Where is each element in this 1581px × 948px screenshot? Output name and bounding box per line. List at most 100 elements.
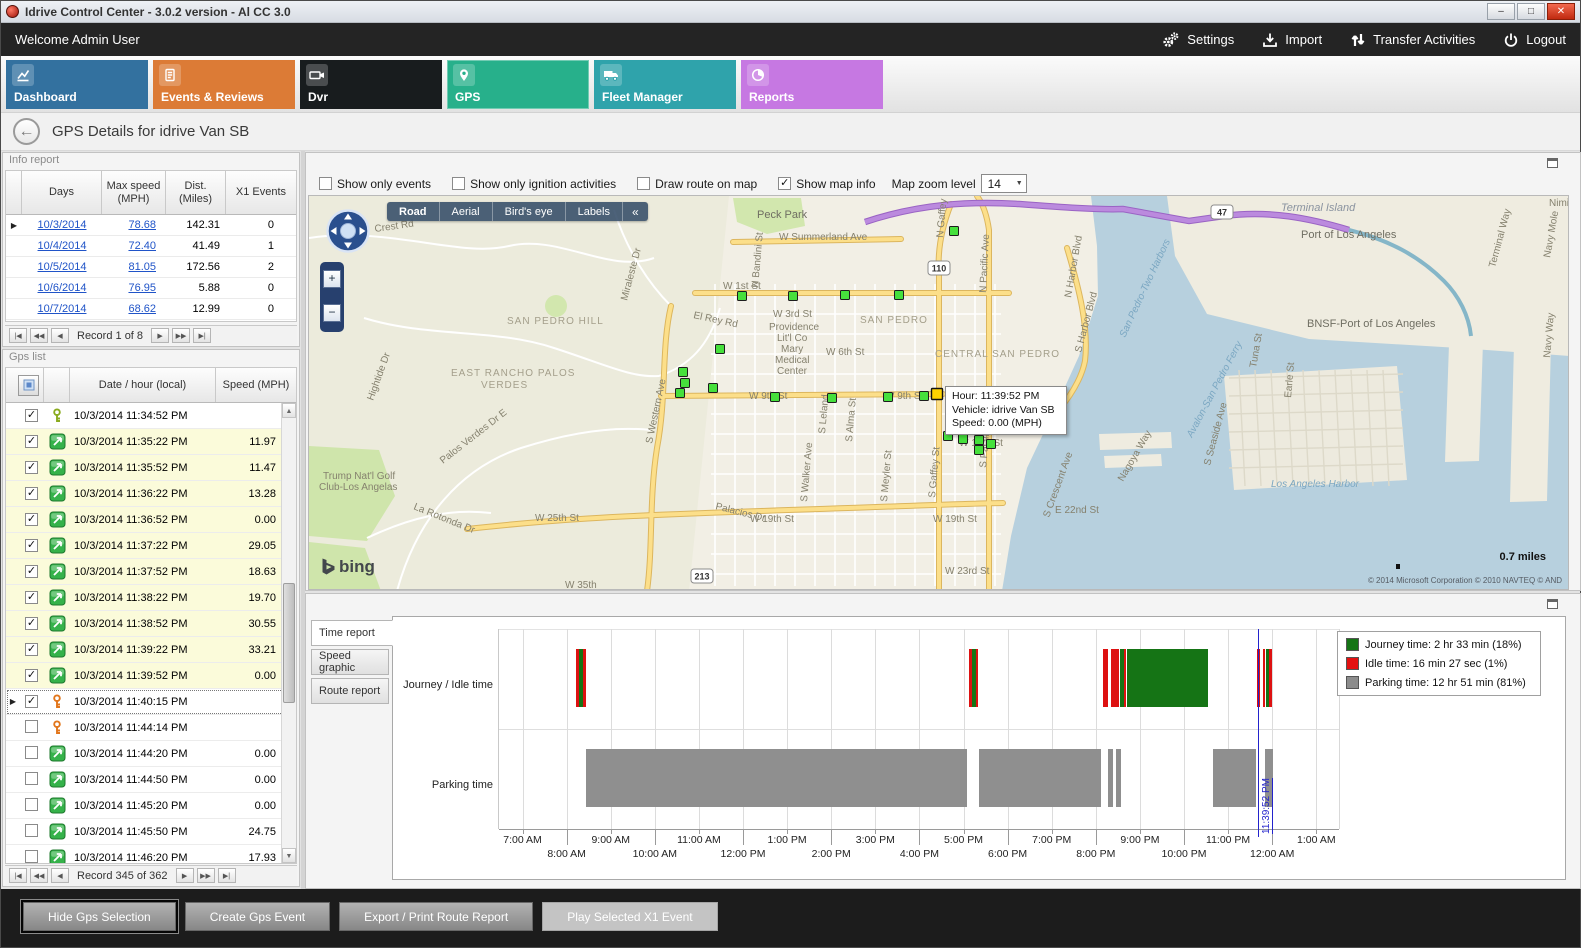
column-header-dist[interactable]: Dist. (Miles): [166, 171, 226, 214]
pager-next-button[interactable]: ▶: [176, 868, 194, 883]
gps-list-row[interactable]: ✓ 10/3/2014 11:35:22 PM 11.97: [6, 429, 296, 455]
row-checkbox[interactable]: [25, 720, 38, 733]
row-checkbox[interactable]: ✓: [25, 539, 38, 552]
row-checkbox[interactable]: [25, 798, 38, 811]
day-link[interactable]: 10/6/2014: [22, 282, 102, 294]
export-print-route-report-button[interactable]: Export / Print Route Report: [339, 902, 533, 931]
gps-marker[interactable]: [975, 436, 984, 445]
max-speed-link[interactable]: 68.62: [102, 303, 166, 315]
pager-next-button[interactable]: ▶: [151, 328, 169, 343]
map-option-checkbox[interactable]: [637, 177, 650, 190]
gps-marker[interactable]: [681, 379, 690, 388]
select-all-button[interactable]: [18, 375, 39, 396]
gps-marker[interactable]: [884, 393, 893, 402]
pager-prev-page-button[interactable]: ◀◀: [30, 328, 48, 343]
play-selected-x1-event-button[interactable]: Play Selected X1 Event: [542, 902, 717, 931]
map-option-checkbox[interactable]: [452, 177, 465, 190]
maximize-button[interactable]: □: [1517, 3, 1545, 20]
gps-list-row[interactable]: ✓ 10/3/2014 11:34:52 PM: [6, 403, 296, 429]
tab-reports[interactable]: Reports: [741, 60, 883, 109]
pager-first-button[interactable]: |◀: [9, 328, 27, 343]
pager-next-page-button[interactable]: ▶▶: [197, 868, 215, 883]
info-report-row[interactable]: ▶ 10/3/2014 78.68 142.31 0: [6, 215, 296, 236]
info-report-row[interactable]: 10/5/2014 81.05 172.56 2: [6, 257, 296, 278]
max-speed-link[interactable]: 78.68: [102, 219, 166, 231]
selected-gps-marker[interactable]: [932, 389, 943, 400]
column-header-x1-events[interactable]: X1 Events: [226, 171, 296, 214]
gps-marker[interactable]: [841, 291, 850, 300]
gps-list-row[interactable]: ✓ 10/3/2014 11:39:52 PM 0.00: [6, 663, 296, 689]
gps-list-row[interactable]: ✓ 10/3/2014 11:38:22 PM 19.70: [6, 585, 296, 611]
column-header-days[interactable]: Days: [22, 171, 102, 214]
gps-marker[interactable]: [895, 291, 904, 300]
info-report-row[interactable]: 10/4/2014 72.40 41.49 1: [6, 236, 296, 257]
pager-prev-page-button[interactable]: ◀◀: [30, 868, 48, 883]
scroll-down-arrow[interactable]: ▼: [282, 848, 296, 863]
gps-marker[interactable]: [738, 292, 747, 301]
create-gps-event-button[interactable]: Create Gps Event: [185, 902, 330, 931]
map-tab-aerial[interactable]: Aerial: [440, 202, 493, 221]
tab-dashboard[interactable]: Dashboard: [6, 60, 148, 109]
day-link[interactable]: 10/5/2014: [22, 261, 102, 273]
gps-marker[interactable]: [771, 393, 780, 402]
max-speed-link[interactable]: 76.95: [102, 282, 166, 294]
pager-first-button[interactable]: |◀: [9, 868, 27, 883]
row-checkbox[interactable]: ✓: [25, 513, 38, 526]
gps-list-row[interactable]: ✓ 10/3/2014 11:38:52 PM 30.55: [6, 611, 296, 637]
column-header-speed[interactable]: Speed (MPH): [216, 368, 296, 402]
gps-marker[interactable]: [987, 440, 996, 449]
tab-speed-graphic[interactable]: Speed graphic: [311, 649, 389, 675]
map-zoom-select[interactable]: 14 ▼: [981, 174, 1027, 193]
tab-time-report[interactable]: Time report: [311, 620, 393, 646]
gps-marker[interactable]: [709, 384, 718, 393]
gps-marker[interactable]: [676, 389, 685, 398]
column-header-max-speed[interactable]: Max speed (MPH): [102, 171, 166, 214]
gps-list-row[interactable]: 10/3/2014 11:45:50 PM 24.75: [6, 819, 296, 845]
row-checkbox[interactable]: [25, 772, 38, 785]
gps-marker[interactable]: [828, 394, 837, 403]
tab-gps[interactable]: GPS: [447, 60, 589, 109]
tab-fleet-manager[interactable]: Fleet Manager: [594, 60, 736, 109]
gps-list-row[interactable]: ✓ 10/3/2014 11:35:52 PM 11.47: [6, 455, 296, 481]
gps-marker[interactable]: [679, 368, 688, 377]
pager-next-page-button[interactable]: ▶▶: [172, 328, 190, 343]
row-checkbox[interactable]: ✓: [25, 669, 38, 682]
tab-dvr[interactable]: Dvr: [300, 60, 442, 109]
map-tab-labels[interactable]: Labels: [566, 202, 623, 221]
map-option-checkbox[interactable]: ✓: [778, 177, 791, 190]
hide-gps-selection-button[interactable]: Hide Gps Selection: [23, 902, 176, 931]
max-speed-link[interactable]: 81.05: [102, 261, 166, 273]
gps-list-row[interactable]: 10/3/2014 11:45:20 PM 0.00: [6, 793, 296, 819]
bing-map[interactable]: Crest RdMiraleste DrPeck ParkW Summerlan…: [309, 196, 1569, 590]
row-checkbox[interactable]: [25, 824, 38, 837]
minimize-button[interactable]: –: [1487, 3, 1515, 20]
settings-button[interactable]: Settings: [1162, 31, 1234, 49]
row-checkbox[interactable]: ✓: [25, 461, 38, 474]
gps-list-scrollbar[interactable]: ▲ ▼: [281, 403, 296, 863]
row-checkbox[interactable]: [25, 746, 38, 759]
row-checkbox[interactable]: ✓: [25, 487, 38, 500]
gps-list-row[interactable]: ✓ 10/3/2014 11:36:22 PM 13.28: [6, 481, 296, 507]
tab-route-report[interactable]: Route report: [311, 678, 389, 704]
gps-list-row[interactable]: ▶ ✓ 10/3/2014 11:40:15 PM: [6, 689, 296, 715]
row-checkbox[interactable]: ✓: [25, 409, 38, 422]
gps-list-row[interactable]: 10/3/2014 11:44:50 PM 0.00: [6, 767, 296, 793]
pager-last-button[interactable]: ▶|: [193, 328, 211, 343]
map-option-checkbox[interactable]: [319, 177, 332, 190]
day-link[interactable]: 10/4/2014: [22, 240, 102, 252]
day-link[interactable]: 10/3/2014: [22, 219, 102, 231]
scrollbar-thumb[interactable]: [283, 583, 295, 703]
column-header-date[interactable]: Date / hour (local): [70, 368, 216, 402]
gps-list-row[interactable]: 10/3/2014 11:44:20 PM 0.00: [6, 741, 296, 767]
tab-events-reviews[interactable]: Events & Reviews: [153, 60, 295, 109]
gps-marker[interactable]: [716, 345, 725, 354]
row-checkbox[interactable]: ✓: [25, 565, 38, 578]
gps-list-row[interactable]: ✓ 10/3/2014 11:37:22 PM 29.05: [6, 533, 296, 559]
row-checkbox[interactable]: ✓: [25, 643, 38, 656]
gps-list-row[interactable]: 10/3/2014 11:46:20 PM 17.93: [6, 845, 296, 864]
row-checkbox[interactable]: ✓: [25, 617, 38, 630]
info-report-row[interactable]: 10/6/2014 76.95 5.88 0: [6, 278, 296, 299]
gps-list-row[interactable]: ✓ 10/3/2014 11:37:52 PM 18.63: [6, 559, 296, 585]
map-compass-control[interactable]: [325, 208, 371, 254]
gps-marker[interactable]: [975, 446, 984, 455]
